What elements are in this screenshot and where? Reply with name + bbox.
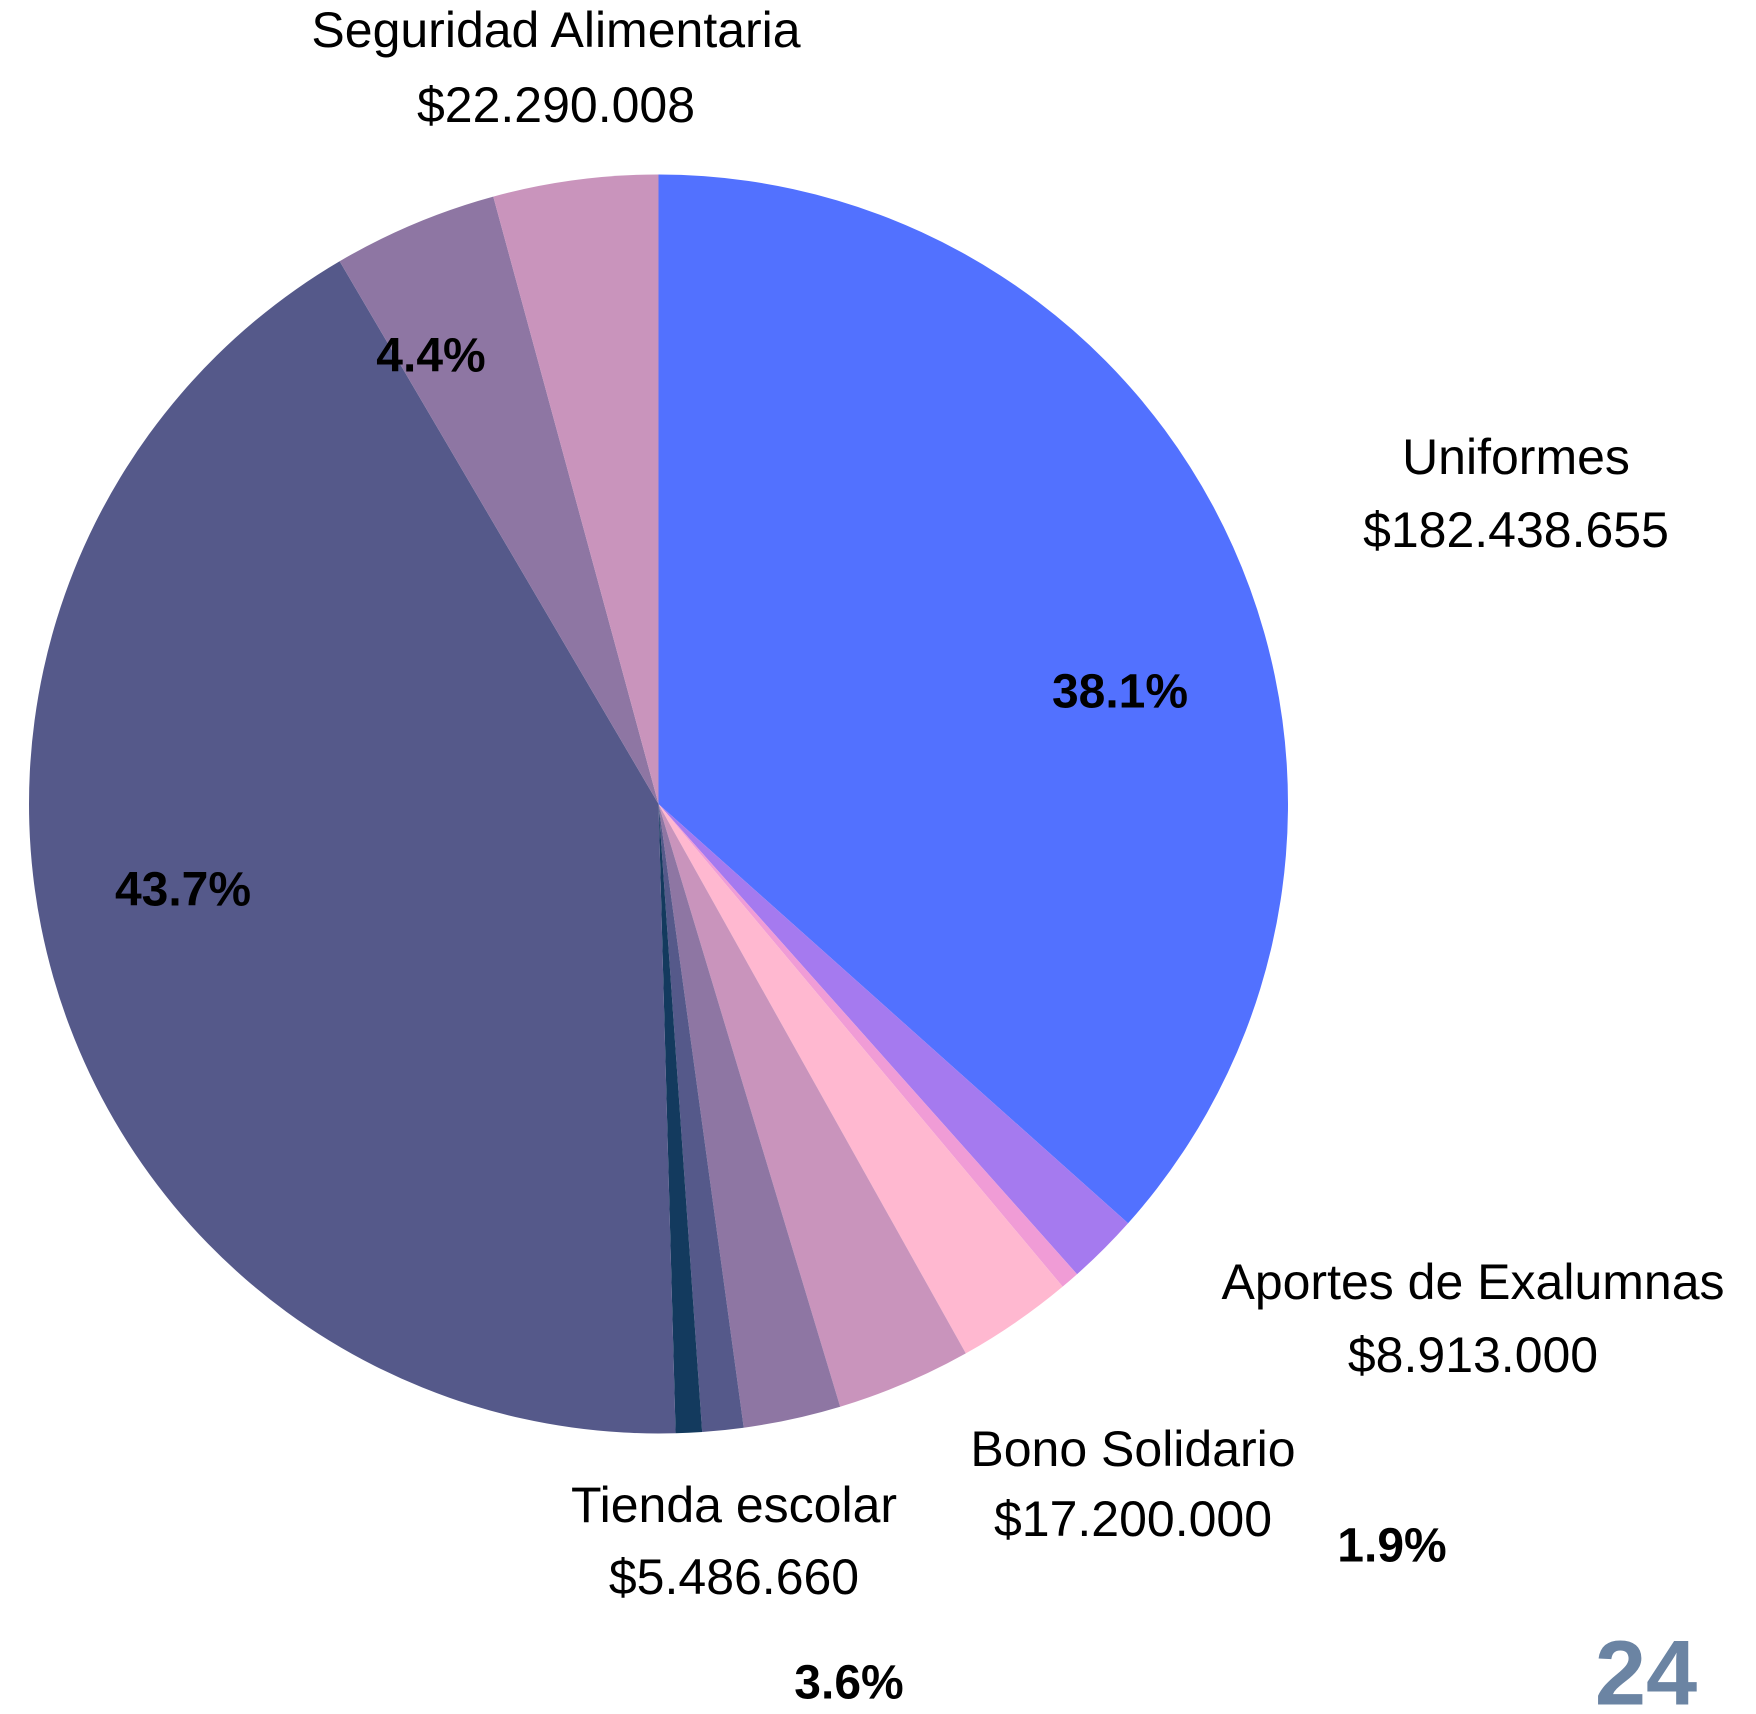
annotation-amount: $5.486.660 bbox=[609, 1549, 859, 1605]
annotation-name: Seguridad Alimentaria bbox=[311, 2, 800, 58]
pie-slice bbox=[493, 174, 659, 804]
annotation-name: Tienda escolar bbox=[571, 1477, 897, 1533]
annotation-name: Bono Solidario bbox=[970, 1421, 1295, 1477]
percent-label: 38.1% bbox=[1052, 666, 1188, 719]
pie-slice bbox=[658, 804, 703, 1434]
pie-slice bbox=[28, 261, 676, 1434]
annotation-amount: $17.200.000 bbox=[994, 1491, 1272, 1547]
pie-slice bbox=[658, 804, 744, 1432]
percent-label: 43.7% bbox=[115, 864, 251, 917]
pie-slice bbox=[658, 804, 1063, 1354]
pie-slice bbox=[658, 804, 841, 1428]
page-number: 24 bbox=[1595, 1622, 1697, 1714]
pie-slice bbox=[339, 196, 659, 805]
pie-slice bbox=[658, 804, 1129, 1275]
pie-slice bbox=[658, 804, 1078, 1287]
percent-label: 3.6% bbox=[794, 1657, 903, 1710]
pie-slice bbox=[658, 804, 966, 1407]
percent-label: 1.9% bbox=[1337, 1520, 1446, 1573]
pie-slice bbox=[658, 174, 1289, 1224]
annotation-amount: $8.913.000 bbox=[1348, 1327, 1598, 1383]
percent-label: 4.4% bbox=[376, 330, 485, 383]
annotation-name: Uniformes bbox=[1402, 429, 1630, 485]
annotation-amount: $182.438.655 bbox=[1363, 502, 1669, 558]
annotation-amount: $22.290.008 bbox=[417, 77, 695, 133]
annotation-name: Aportes de Exalumnas bbox=[1221, 1254, 1724, 1310]
